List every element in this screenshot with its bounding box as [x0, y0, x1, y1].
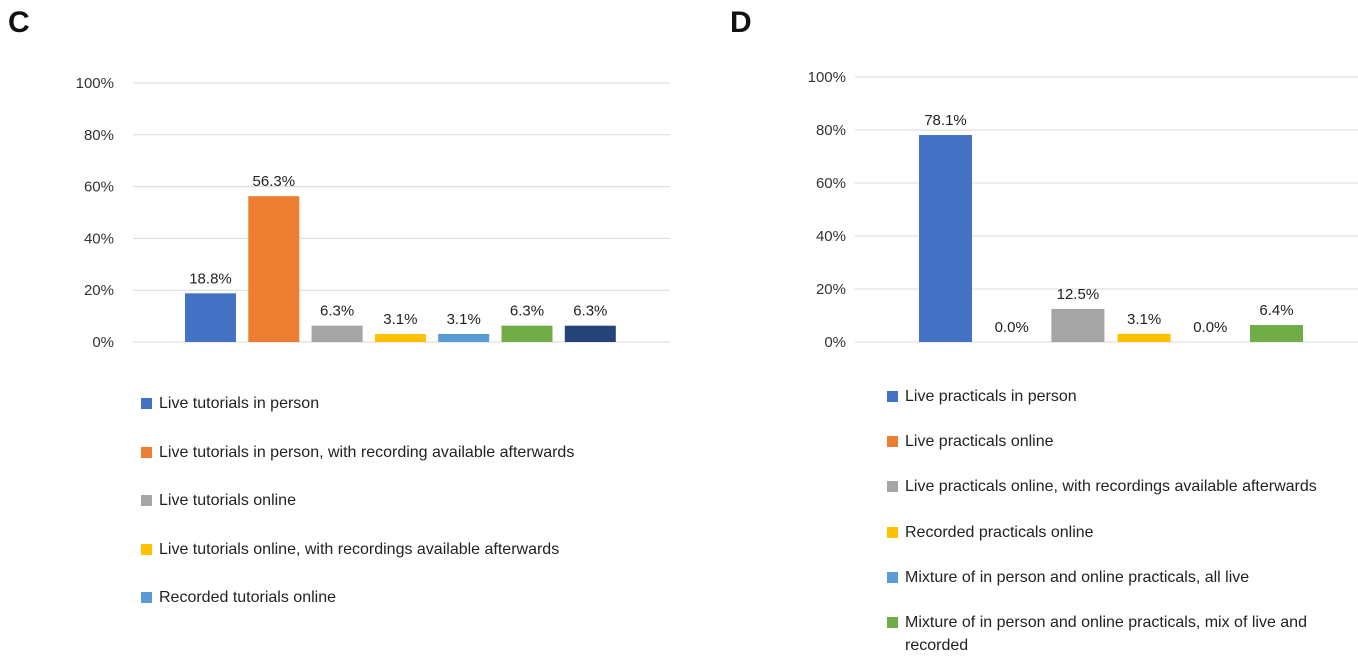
legend-label: Live tutorials online, with recordings a…	[159, 540, 560, 558]
legend-swatch	[887, 481, 898, 493]
legend-label: Live tutorials online	[159, 492, 296, 509]
y-tick-label: 40%	[816, 228, 846, 245]
bar-value-label: 0.0%	[995, 319, 1029, 336]
legend-swatch	[887, 526, 898, 538]
legend-label: Recorded tutorials online	[159, 589, 336, 606]
legend-label: Live practicals in person	[905, 388, 1077, 405]
legend-label: Live practicals online	[905, 433, 1054, 451]
legend-label: Live tutorials in person, with recording…	[159, 443, 575, 461]
bar-chart-d: 0% 20% 40% 60% 80% 100% 78.1% 0.0% 12.5% 3.1% 0.0%…	[808, 69, 1358, 351]
bar	[1117, 333, 1171, 342]
legend-item: Live tutorials online, with recordings a…	[141, 538, 681, 561]
legend-swatch	[141, 592, 152, 603]
legend-item: Live practicals in person	[887, 385, 1357, 408]
legend-swatch	[887, 571, 898, 583]
bar	[1051, 308, 1105, 342]
y-tick-label: 20%	[84, 282, 114, 299]
bar	[501, 325, 553, 342]
y-tick-label: 100%	[76, 75, 114, 92]
legend-item: Live tutorials in person, with recording…	[141, 441, 681, 464]
bar-value-label: 6.3%	[510, 303, 544, 320]
legend-item: Live practicals online	[887, 430, 1357, 453]
bar	[438, 333, 490, 342]
bar	[1250, 325, 1303, 342]
legend-label: Live tutorials in person	[159, 395, 320, 412]
bar-value-label: 6.3%	[573, 303, 607, 320]
y-tick-label: 80%	[816, 122, 846, 139]
legend-swatch	[141, 398, 152, 409]
legend-swatch	[141, 495, 152, 506]
legend-item: Recorded practicals online	[887, 521, 1357, 544]
legend-item: Live practicals online, with recordings …	[887, 475, 1357, 498]
legend-swatch	[887, 617, 898, 628]
legend-label: Recorded practicals online	[905, 523, 1094, 541]
y-tick-label: 100%	[808, 69, 846, 86]
legend-label: Live practicals online, with recordings …	[905, 478, 1317, 496]
bar	[185, 293, 236, 342]
legend-item: Mixture of in person and online practica…	[887, 611, 1357, 657]
bar-value-label: 6.4%	[1259, 302, 1293, 319]
bar	[564, 325, 616, 342]
legend-item: Recorded tutorials online	[141, 586, 681, 609]
y-tick-label: 0%	[92, 334, 114, 351]
chart-panel-c: C 0% 20% 40% 60% 80% 100% 18.8% 56.3% 6.3% 3.1% 3.…	[8, 6, 681, 609]
y-tick-label: 0%	[824, 334, 846, 351]
y-tick-label: 80%	[84, 127, 114, 144]
y-tick-label: 20%	[816, 281, 846, 298]
legend-swatch	[141, 543, 152, 555]
bar	[374, 333, 426, 342]
bar-value-label: 0.0%	[1193, 319, 1227, 336]
legend-item: Live tutorials in person	[141, 392, 681, 415]
y-tick-label: 60%	[816, 175, 846, 192]
chart-panel-d: D 0% 20% 40% 60% 80% 100% 78.1% 0.0% 12.5% 3.1% 0.…	[690, 0, 1358, 654]
legend-swatch	[887, 436, 898, 448]
bar-value-label: 6.3%	[320, 303, 354, 320]
bar-value-label: 18.8%	[189, 270, 232, 287]
bar-value-label: 3.1%	[383, 311, 417, 328]
legend-label: Mixture of in person and online practica…	[905, 568, 1250, 586]
legend-item: Live tutorials online	[141, 489, 681, 512]
panel-label-d: D	[730, 6, 752, 39]
bar-value-label: 3.1%	[447, 311, 481, 328]
legend-swatch	[887, 391, 898, 402]
bar	[311, 325, 363, 342]
bar-value-label: 56.3%	[253, 173, 296, 190]
y-tick-label: 60%	[84, 179, 114, 196]
bar-value-label: 3.1%	[1127, 311, 1161, 328]
bar	[248, 196, 300, 342]
legend-item: Mixture of in person and online practica…	[887, 566, 1357, 589]
y-tick-label: 40%	[84, 230, 114, 247]
bar	[919, 135, 972, 342]
bar-value-label: 78.1%	[924, 112, 967, 129]
legend-label: Mixture of in person and online practica…	[905, 614, 1307, 654]
panel-label-c: C	[8, 6, 30, 39]
bar-value-label: 12.5%	[1057, 286, 1100, 303]
bar-chart-c: 0% 20% 40% 60% 80% 100% 18.8% 56.3% 6.3% 3.1% 3.1%…	[76, 75, 670, 351]
legend-swatch	[141, 446, 152, 458]
